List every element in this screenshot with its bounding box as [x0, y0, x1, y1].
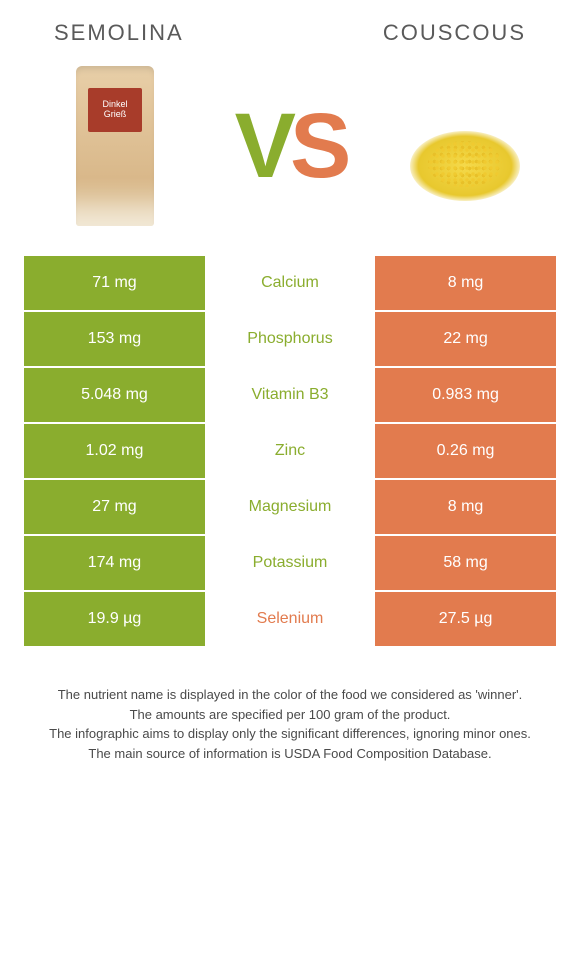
- left-value-cell: 174 mg: [24, 536, 205, 590]
- right-value-cell: 8 mg: [375, 256, 556, 310]
- nutrient-label-cell: Potassium: [205, 536, 375, 590]
- footer-notes: The nutrient name is displayed in the co…: [24, 686, 556, 762]
- left-value-cell: 19.9 µg: [24, 592, 205, 646]
- comparison-header: SEMOLINA COUSCOUS: [24, 20, 556, 46]
- vs-s-letter: S: [290, 95, 345, 197]
- vs-v-letter: V: [235, 95, 290, 197]
- couscous-pile-icon: [410, 131, 520, 201]
- left-value-cell: 71 mg: [24, 256, 205, 310]
- nutrient-label-cell: Magnesium: [205, 480, 375, 534]
- table-row: 5.048 mgVitamin B30.983 mg: [24, 368, 556, 422]
- right-value-cell: 58 mg: [375, 536, 556, 590]
- left-value-cell: 1.02 mg: [24, 424, 205, 478]
- footer-line: The amounts are specified per 100 gram o…: [28, 706, 552, 724]
- footer-line: The nutrient name is displayed in the co…: [28, 686, 552, 704]
- table-row: 1.02 mgZinc0.26 mg: [24, 424, 556, 478]
- product-images-row: Dinkel Grieß VS: [24, 66, 556, 256]
- footer-line: The main source of information is USDA F…: [28, 745, 552, 763]
- right-value-cell: 27.5 µg: [375, 592, 556, 646]
- right-value-cell: 22 mg: [375, 312, 556, 366]
- nutrient-table: 71 mgCalcium8 mg153 mgPhosphorus22 mg5.0…: [24, 256, 556, 646]
- right-value-cell: 0.26 mg: [375, 424, 556, 478]
- semolina-bag-label: Dinkel Grieß: [88, 88, 142, 132]
- nutrient-label-cell: Calcium: [205, 256, 375, 310]
- nutrient-label-cell: Selenium: [205, 592, 375, 646]
- nutrient-label-cell: Phosphorus: [205, 312, 375, 366]
- right-value-cell: 0.983 mg: [375, 368, 556, 422]
- left-product-title: SEMOLINA: [54, 20, 184, 46]
- footer-line: The infographic aims to display only the…: [28, 725, 552, 743]
- left-value-cell: 153 mg: [24, 312, 205, 366]
- table-row: 27 mgMagnesium8 mg: [24, 480, 556, 534]
- semolina-bag-icon: Dinkel Grieß: [76, 66, 154, 226]
- table-row: 71 mgCalcium8 mg: [24, 256, 556, 310]
- left-value-cell: 27 mg: [24, 480, 205, 534]
- right-product-title: COUSCOUS: [383, 20, 526, 46]
- left-product-image: Dinkel Grieß: [60, 66, 170, 226]
- right-product-image: [410, 66, 520, 226]
- nutrient-label-cell: Zinc: [205, 424, 375, 478]
- table-row: 19.9 µgSelenium27.5 µg: [24, 592, 556, 646]
- nutrient-label-cell: Vitamin B3: [205, 368, 375, 422]
- table-row: 174 mgPotassium58 mg: [24, 536, 556, 590]
- bag-text-line2: Grieß: [104, 110, 127, 120]
- right-value-cell: 8 mg: [375, 480, 556, 534]
- left-value-cell: 5.048 mg: [24, 368, 205, 422]
- table-row: 153 mgPhosphorus22 mg: [24, 312, 556, 366]
- vs-label: VS: [235, 94, 346, 199]
